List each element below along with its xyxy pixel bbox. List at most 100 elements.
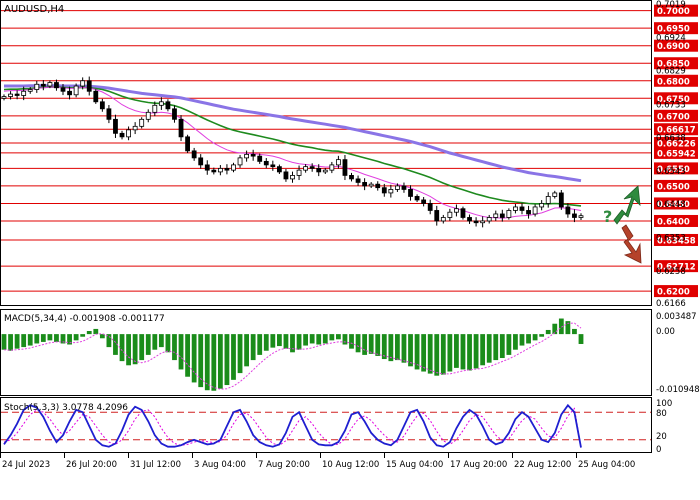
- candle: [283, 168, 289, 182]
- level-label-bg: [654, 22, 698, 35]
- macd-bar: [139, 334, 145, 361]
- macd-bar: [499, 334, 505, 359]
- macd-bar: [93, 328, 99, 335]
- price-axis: 0.7019 0.6924 0.6829 0.6733 0.6638 0.6543 0.64…: [656, 0, 686, 309]
- time-label: 25 Aug 04:00: [578, 460, 635, 470]
- macd-bar: [106, 334, 112, 348]
- candle: [27, 87, 33, 94]
- macd-bar: [421, 334, 427, 372]
- candle: [440, 214, 446, 224]
- macd-bar: [1, 334, 7, 350]
- candle: [460, 206, 466, 220]
- candle: [276, 164, 282, 175]
- candle: [395, 183, 400, 192]
- level-label: 0.6500: [657, 182, 690, 192]
- candle: [545, 192, 551, 208]
- macd-bar: [86, 331, 92, 335]
- level-label: 0.6800: [657, 77, 690, 87]
- candle: [480, 216, 486, 228]
- candle: [565, 203, 571, 218]
- macd-bar: [40, 334, 46, 342]
- candle: [106, 105, 112, 124]
- level-label-bg: [654, 57, 698, 70]
- time-label: 10 Aug 12:00: [322, 460, 379, 470]
- macd-bar: [99, 334, 105, 339]
- macd-bar: [349, 334, 354, 349]
- candle: [145, 109, 151, 123]
- macd-bar: [467, 334, 472, 371]
- up-arrow-icon: [613, 185, 641, 225]
- candle: [86, 76, 92, 96]
- macd-bar: [237, 334, 243, 374]
- forecast-markers: ?: [603, 185, 642, 264]
- macd-bar: [342, 334, 348, 345]
- macd-bar: [178, 334, 184, 370]
- price-axis-label: 0.6353: [656, 233, 686, 243]
- macd-bar: [552, 323, 558, 335]
- time-label: 15 Aug 04:00: [386, 460, 443, 470]
- stoch-axis-0: 0: [656, 445, 661, 455]
- macd-bar: [67, 334, 72, 345]
- macd-axis-zero: 0.00: [656, 327, 675, 337]
- candle: [362, 178, 368, 191]
- macd-bar: [126, 334, 131, 366]
- macd-bar: [132, 334, 138, 365]
- macd-bar: [539, 334, 545, 337]
- macd-bar: [375, 334, 381, 356]
- macd-bar: [191, 334, 197, 383]
- price-axis-label: 0.7019: [656, 0, 686, 10]
- macd-bar: [198, 334, 204, 388]
- candle: [414, 194, 420, 203]
- candle: [296, 165, 302, 181]
- candle: [165, 99, 171, 112]
- stoch-axis-20: 20: [656, 432, 667, 442]
- candle: [316, 164, 322, 177]
- candle: [552, 190, 558, 199]
- candle: [1, 94, 7, 101]
- candle: [250, 149, 256, 161]
- candle: [158, 97, 164, 110]
- candle: [54, 79, 59, 91]
- level-label-bg: [654, 197, 698, 210]
- candle: [34, 80, 40, 93]
- macd-bar: [296, 334, 302, 350]
- sma-mid-line: [3, 86, 582, 207]
- candle: [349, 172, 354, 182]
- level-label-bg: [654, 214, 698, 227]
- macd-bar: [440, 334, 446, 375]
- stochastic-indicator: [1, 403, 651, 448]
- candle: [401, 182, 407, 193]
- macd-bar: [119, 334, 125, 362]
- down-arrow-icon: [621, 224, 642, 264]
- macd-bar: [113, 334, 118, 355]
- candle: [473, 217, 479, 227]
- level-label: 0.66226: [657, 139, 696, 149]
- level-label: 0.7000: [657, 7, 690, 17]
- level-label-bg: [654, 39, 698, 52]
- price-axis-label: 0.6448: [656, 200, 686, 210]
- candle: [204, 160, 210, 175]
- macd-bar: [172, 334, 177, 361]
- candle: [493, 210, 499, 221]
- level-label: 0.6450: [657, 200, 690, 210]
- level-label: 0.6700: [657, 112, 690, 122]
- stoch-panel-frame: [0, 397, 652, 453]
- macd-bar: [8, 334, 13, 351]
- level-label-bg: [654, 179, 698, 192]
- macd-signal-line: [3, 322, 582, 390]
- price-axis-label: 0.6543: [656, 167, 686, 177]
- level-label: 0.6900: [657, 42, 690, 52]
- macd-bar: [401, 334, 407, 363]
- macd-bar: [506, 334, 512, 355]
- macd-bar: [526, 334, 531, 344]
- macd-bar: [434, 334, 440, 376]
- stoch-label: Stoch(5,3,3) 3.0778 4.2096: [4, 403, 128, 413]
- candle: [185, 134, 190, 153]
- candle: [519, 203, 525, 215]
- candle: [191, 147, 197, 161]
- stoch-main-line: [3, 403, 582, 448]
- macd-bar: [381, 334, 387, 360]
- candle: [526, 205, 531, 219]
- level-label-bg: [654, 233, 698, 246]
